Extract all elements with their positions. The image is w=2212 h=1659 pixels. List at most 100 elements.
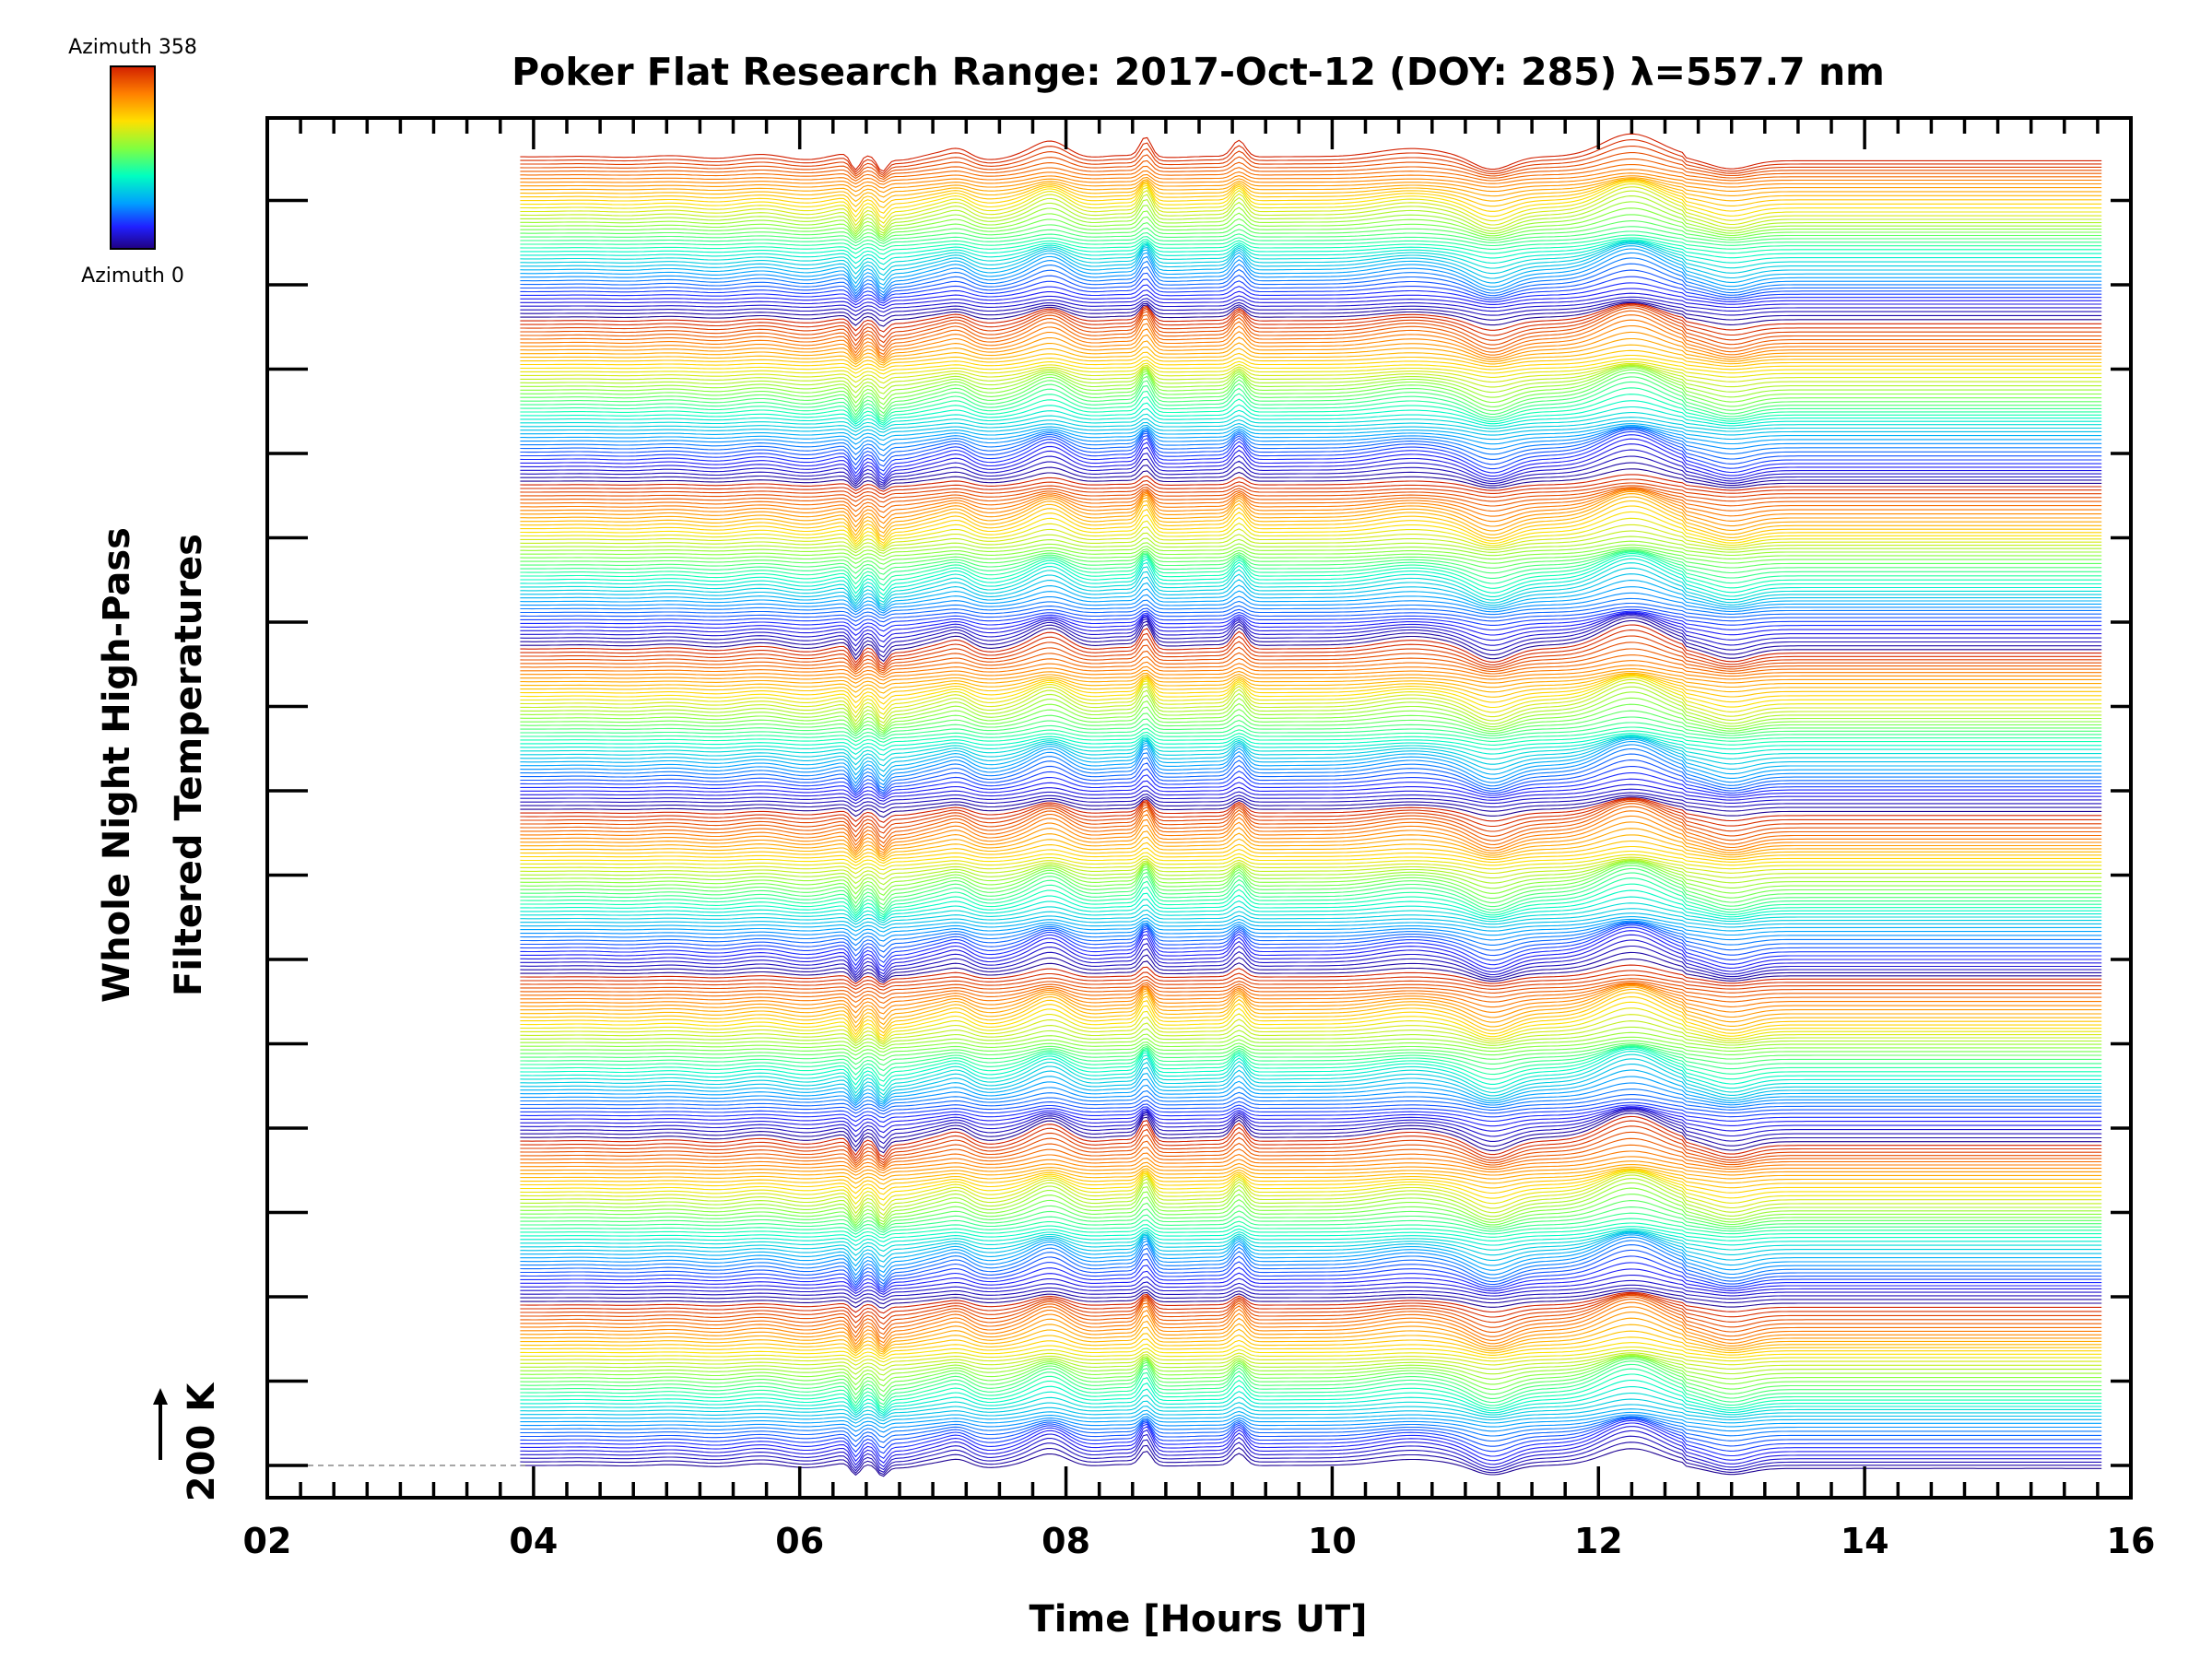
series-line [520,641,2102,672]
series-line [520,1156,2102,1174]
series-line [520,430,2102,472]
series-line [520,821,2102,856]
series-line [520,996,2102,1037]
series-line [520,524,2102,550]
series-line [520,788,2102,806]
series-line [520,324,2102,360]
series-line [520,1357,2102,1393]
series-line [520,1206,2102,1231]
series-line [520,921,2102,947]
series-line [520,978,2102,994]
series-line [520,883,2102,918]
series-line [520,248,2102,290]
series-line [520,364,2102,389]
series-line [520,951,2102,982]
series-line [520,158,2102,181]
series-line [520,797,2102,823]
series-line [520,615,2102,653]
series-line [520,1290,2102,1309]
series-line [520,428,2102,462]
series-line [520,916,2102,933]
series-line [520,1174,2102,1216]
series-line [520,344,2102,366]
series-line [520,1352,2102,1371]
series-line [520,722,2102,740]
series-line [520,1284,2102,1300]
series-line [520,1358,2102,1397]
series-line [520,1088,2102,1110]
series-line [520,573,2102,608]
series-line [520,778,2102,800]
series-line [520,1255,2102,1289]
x-tick-label: 04 [509,1521,558,1561]
series-line [520,1411,2102,1429]
series-line [520,1373,2102,1411]
series-line [520,860,2102,891]
series-line [520,674,2102,705]
series-line [520,1385,2102,1416]
series-line [520,1014,2102,1043]
series-line [520,902,2102,924]
series-line [520,1115,2102,1158]
series-line [520,736,2102,767]
series-line [520,314,2102,356]
series-line [520,612,2102,643]
series-line [520,982,2102,1009]
series-line [520,371,2102,415]
series-line [520,364,2102,394]
series-line [520,592,2102,614]
series-line [520,834,2102,860]
series-line [520,241,2102,271]
series-line [520,387,2102,422]
series-line [520,511,2102,547]
series-line [520,1007,2102,1041]
series-line [520,412,2102,430]
series-line [520,810,2102,852]
series-line [520,988,2102,1030]
series-line [520,1294,2102,1330]
series-line [520,1170,2102,1201]
series-line [520,175,2102,194]
series-line [520,1441,2102,1476]
series-line [520,303,2102,338]
series-line [520,608,2102,628]
series-line [520,660,2102,678]
series-line [520,365,2102,400]
series-traces [520,133,2102,1477]
series-line [520,1112,2102,1154]
series-line [520,865,2102,906]
series-line [520,540,2102,558]
series-line [520,733,2102,751]
series-line [520,597,2102,617]
series-line [520,500,2102,541]
scale-bar-label: 200 K [181,1382,223,1501]
series-line [520,301,2102,327]
series-line [520,360,2102,380]
series-line [520,1222,2102,1239]
series-line [520,624,2102,665]
series-line [520,468,2102,490]
series-line [520,783,2102,802]
series-line [520,555,2102,596]
series-line [520,376,2102,418]
series-line [520,139,2102,174]
series-line [520,178,2102,204]
series-line [520,1069,2102,1103]
series-line [520,1125,2102,1164]
series-line [520,426,2102,452]
series-line [520,1368,2102,1408]
series-line [520,1430,2102,1471]
series-line [520,970,2102,988]
series-line [520,425,2102,446]
series-line [520,552,2102,592]
series-line [520,434,2102,477]
series-line [520,984,2102,1020]
series-line [520,1312,2102,1349]
series-line [520,1108,2102,1139]
series-line [520,686,2102,727]
series-line [520,1036,2102,1053]
series-line [520,908,2102,926]
series-line [520,296,2102,313]
series-line [520,462,2102,488]
series-line [520,1109,2102,1145]
